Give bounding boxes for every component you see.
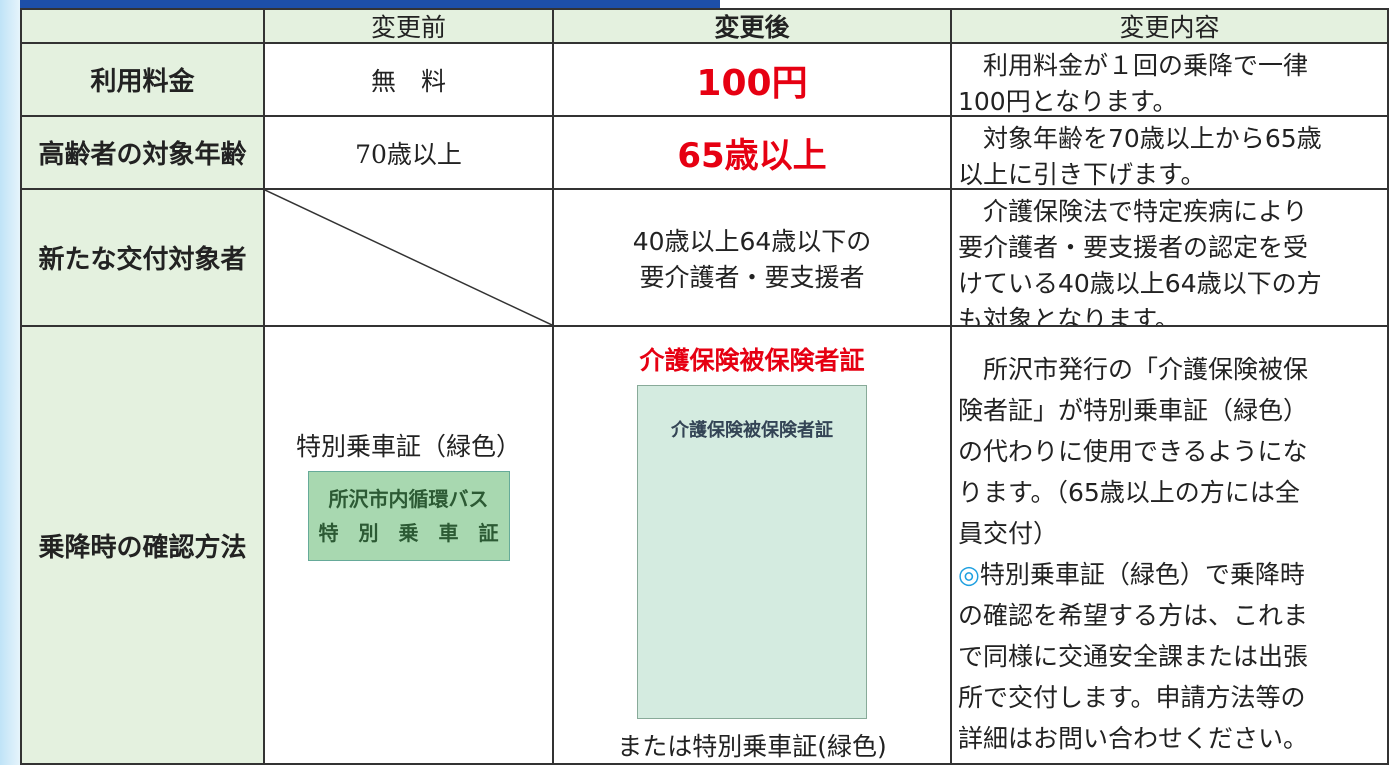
cell: 利用料金が１回の乗降で一律 100円となります。 — [950, 42, 1389, 117]
detail-text: 詳細はお問い合わせください。 — [958, 724, 1309, 753]
detail-text: 100円となります。 — [958, 87, 1178, 116]
card-text: 特 別 乗 車 証 — [318, 521, 499, 545]
card-image: 所沢市内循環バス特 別 乗 車 証 — [307, 471, 510, 561]
header-details: 変更内容 — [1119, 13, 1220, 42]
cell: 無 料 — [263, 42, 554, 117]
cell: 所沢市発行の「介護保険被保 険者証」が特別乗車証（緑色） の代わりに使用できるように… — [950, 325, 1389, 765]
title-strip — [20, 0, 720, 8]
after-note: または特別乗車証(緑色) — [617, 732, 887, 761]
detail-line: けている40歳以上64歳以下の方 — [958, 266, 1381, 302]
detail-line: 100円となります。 — [958, 84, 1381, 120]
header-cell — [20, 8, 265, 44]
cell: 介護保険法で特定疾病により 要介護者・要支援者の認定を受 けている40歳以上64歳以… — [950, 188, 1389, 334]
row-label: 新たな交付対象者 — [20, 188, 265, 327]
detail-text: 険者証」が特別乗車証（緑色） — [958, 396, 1309, 425]
detail-line: 介護保険法で特定疾病により — [958, 194, 1381, 230]
cell: 特別乗車証（緑色） 所沢市内循環バス特 別 乗 車 証 — [263, 325, 554, 765]
detail-text: 要介護者・要支援者の認定を受 — [958, 233, 1309, 262]
before-text: 無 料 — [370, 66, 446, 96]
detail-line: 険者証」が特別乗車証（緑色） — [958, 390, 1381, 431]
card-image: 介護保険被保険者証 — [637, 385, 867, 719]
detail-line: 要介護者・要支援者の認定を受 — [958, 230, 1381, 266]
detail-line: で同様に交通安全課または出張 — [958, 636, 1381, 677]
detail-text: 特別乗車証（緑色）で乗降時 — [979, 560, 1305, 589]
diagonal — [264, 189, 553, 326]
cell: 65歳以上 — [552, 115, 952, 190]
after-text: 100円 — [696, 62, 808, 104]
cell — [263, 188, 554, 327]
detail-text: の代わりに使用できるようにな — [958, 437, 1308, 466]
header-after: 変更後 — [714, 13, 790, 42]
mark: ◎ — [958, 560, 980, 589]
detail-line: 所で交付します。申請方法等の — [958, 677, 1381, 718]
detail-line: 詳細はお問い合わせください。 — [958, 718, 1381, 759]
detail-line: 所沢市発行の「介護保険被保 — [958, 349, 1381, 390]
detail-line: の代わりに使用できるようにな — [958, 431, 1381, 472]
detail-line: 利用料金が１回の乗降で一律 — [958, 48, 1381, 84]
before-text: 特別乗車証（緑色） — [295, 432, 521, 461]
detail-line: 以上に引き下げます。 — [958, 157, 1381, 193]
cell: 40歳以上64歳以下の 要介護者・要支援者 — [552, 188, 952, 327]
header-cell: 変更後 — [552, 8, 952, 44]
after-text: 要介護者・要支援者 — [639, 262, 865, 292]
cell: 70歳以上 — [263, 115, 554, 190]
row-label: 乗降時の確認方法 — [20, 325, 265, 765]
detail-text: 以上に引き下げます。 — [958, 160, 1206, 189]
detail-text: 利用料金が１回の乗降で一律 — [958, 51, 1309, 80]
detail-line: 員交付） — [958, 513, 1381, 554]
detail-text: 員交付） — [958, 519, 1059, 548]
detail-line: ◎特別乗車証（緑色）で乗降時 — [958, 554, 1381, 595]
card-text: 介護保険被保険者証 — [671, 420, 833, 441]
row-label: 高齢者の対象年齢 — [20, 115, 265, 190]
cell: 100円 — [552, 42, 952, 117]
after-text: 40歳以上64歳以下の — [632, 226, 872, 256]
detail-line: 対象年齢を70歳以上から65歳 — [958, 121, 1381, 157]
detail-text: の確認を希望する方は、これま — [958, 601, 1309, 630]
header-cell: 変更前 — [263, 8, 554, 44]
after-title: 介護保険被保険者証 — [639, 346, 865, 375]
card-text: 所沢市内循環バス — [328, 487, 489, 511]
detail-line: の確認を希望する方は、これま — [958, 595, 1381, 636]
detail-text: 介護保険法で特定疾病により — [958, 197, 1308, 226]
detail-text: で同様に交通安全課または出張 — [958, 642, 1309, 671]
detail-text: 対象年齢を70歳以上から65歳 — [958, 124, 1322, 153]
cell: 対象年齢を70歳以上から65歳 以上に引き下げます。 — [950, 115, 1389, 190]
detail-text: 所で交付します。申請方法等の — [958, 683, 1306, 712]
header-before: 変更前 — [370, 13, 446, 42]
row-label: 利用料金 — [20, 42, 265, 117]
after-text: 65歳以上 — [677, 136, 827, 176]
detail-text: 所沢市発行の「介護保険被保 — [958, 355, 1309, 384]
header-cell: 変更内容 — [950, 8, 1389, 44]
detail-text: けている40歳以上64歳以下の方 — [958, 269, 1322, 298]
detail-line: ります。（65歳以上の方には全 — [958, 472, 1381, 513]
detail-text: ります。（65歳以上の方には全 — [958, 478, 1300, 507]
before-text: 70歳以上 — [355, 139, 462, 169]
cell: 介護保険被保険者証 介護保険被保険者証 または特別乗車証(緑色) — [552, 325, 952, 765]
